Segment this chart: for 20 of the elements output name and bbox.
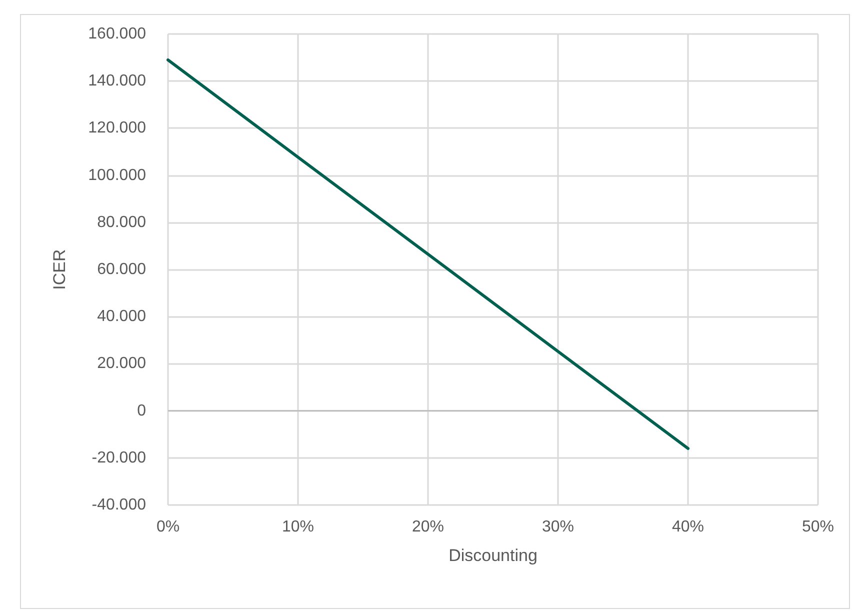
y-tick-label: 100.000 xyxy=(88,166,146,184)
y-tick-label: 140.000 xyxy=(88,72,146,90)
y-axis-title: ICER xyxy=(50,249,69,290)
y-tick-label: 80.000 xyxy=(97,214,146,231)
y-tick-label: 0 xyxy=(137,402,146,420)
x-tick-label: 40% xyxy=(672,518,704,536)
x-tick-label: 10% xyxy=(282,518,314,536)
y-tick-label: -20.000 xyxy=(92,449,146,466)
y-tick-label: -40.000 xyxy=(92,496,146,514)
y-tick-label: 60.000 xyxy=(97,261,146,278)
line-series xyxy=(166,58,690,450)
x-tick-label: 0% xyxy=(156,518,180,536)
x-axis-title: Discounting xyxy=(448,546,538,565)
y-tick-label: 40.000 xyxy=(97,308,146,326)
x-tick-label: 30% xyxy=(542,518,574,536)
x-tick-label: 50% xyxy=(802,518,834,536)
y-tick-label: 20.000 xyxy=(97,355,146,372)
y-tick-label: 160.000 xyxy=(88,26,146,42)
y-tick-label: 120.000 xyxy=(88,120,146,137)
x-tick-label: 20% xyxy=(412,518,444,536)
